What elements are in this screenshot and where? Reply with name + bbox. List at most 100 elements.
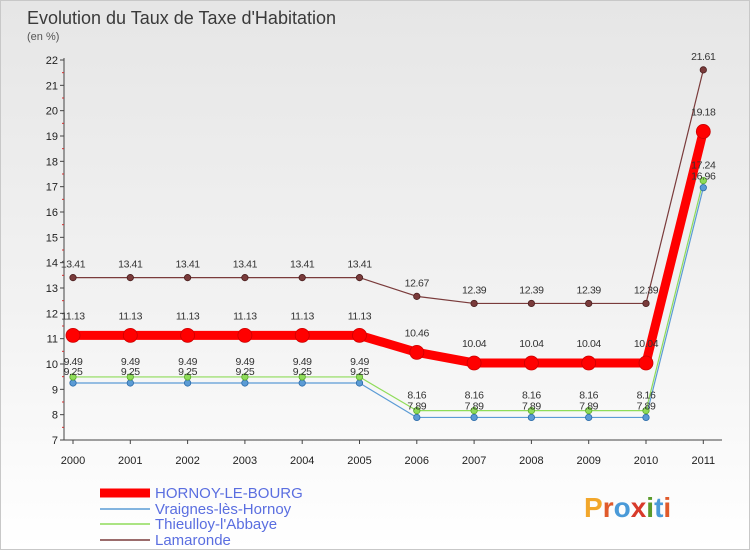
series-point-1	[413, 413, 421, 422]
series-point-2	[298, 373, 306, 381]
x-tick-label: 2009	[576, 455, 600, 467]
y-tick-label: 15	[46, 232, 58, 244]
data-label-0: 10.46	[405, 327, 430, 339]
data-label-1: 7.89	[637, 400, 656, 412]
logo-letter: o	[614, 492, 631, 523]
data-label-2: 8.16	[407, 390, 426, 402]
series-point-2	[527, 407, 536, 415]
series-point-3	[413, 292, 421, 300]
data-label-2: 8.16	[465, 390, 484, 402]
y-tick-label: 10	[46, 359, 58, 371]
series-point-1	[585, 413, 593, 422]
y-tick-label: 19	[46, 131, 58, 143]
series-point-2	[69, 373, 77, 381]
legend-label-0: HORNOY-LE-BOURG	[155, 485, 303, 502]
data-label-3: 12.39	[462, 284, 487, 296]
series-point-3	[642, 299, 650, 308]
series-point-2	[413, 407, 421, 415]
series-point-1	[699, 184, 707, 192]
data-label-2: 8.16	[522, 390, 541, 402]
chart-subtitle: (en %)	[27, 31, 59, 43]
series-point-1	[642, 413, 650, 422]
x-tick-label: 2010	[634, 455, 658, 467]
series-point-0	[180, 327, 196, 343]
series-point-0	[466, 355, 482, 371]
y-tick-label: 22	[46, 55, 58, 67]
data-label-3: 13.41	[290, 259, 315, 271]
data-label-3: 13.41	[118, 259, 143, 271]
data-label-0: 11.13	[61, 310, 85, 322]
data-label-0: 11.13	[348, 310, 372, 322]
data-label-2: 9.49	[350, 356, 369, 368]
series-point-2	[184, 373, 192, 381]
series-point-0	[294, 327, 310, 343]
series-point-1	[298, 379, 306, 387]
x-tick-label: 2006	[405, 455, 429, 467]
series-point-0	[695, 124, 711, 139]
y-tick-label: 9	[52, 384, 58, 396]
data-label-2: 9.49	[235, 356, 254, 368]
x-tick-label: 2000	[61, 455, 85, 467]
series-point-2	[585, 407, 593, 415]
data-label-0: 11.13	[290, 310, 314, 322]
data-label-2: 8.16	[637, 390, 656, 402]
legend-label-1: Vraignes-lès-Hornoy	[155, 501, 292, 518]
series-point-3	[241, 274, 249, 282]
series-point-2	[126, 373, 134, 381]
data-label-0: 11.13	[233, 310, 257, 322]
y-tick-label: 17	[46, 182, 58, 194]
data-label-3: 12.39	[577, 284, 602, 296]
data-label-3: 12.67	[405, 277, 430, 289]
data-label-2: 8.16	[579, 390, 598, 402]
series-line-0	[68, 126, 708, 368]
series-point-2	[241, 373, 249, 381]
y-tick-label: 8	[52, 410, 58, 422]
data-label-1: 7.89	[407, 400, 426, 412]
x-tick-label: 2005	[347, 455, 371, 467]
data-label-1: 16.96	[691, 171, 716, 183]
data-label-1: 9.25	[178, 366, 197, 378]
series-line-3	[72, 69, 704, 305]
series-point-3	[527, 299, 536, 308]
proxiti-logo: Proxiti	[584, 492, 671, 523]
y-tick-label: 11	[47, 334, 58, 346]
axes: 7 8 9 10 11 12 13 14 15 16 17 18 19 20 21 22 2000 2001 200…	[46, 55, 722, 467]
series-point-3	[585, 299, 593, 308]
data-label-0: 10.04	[577, 338, 602, 350]
series-point-1	[126, 379, 134, 387]
y-tick-label: 21	[46, 80, 58, 92]
data-label-3: 12.39	[519, 284, 544, 296]
data-label-3: 13.41	[175, 259, 200, 271]
data-label-1: 9.25	[350, 366, 369, 378]
data-label-3: 13.41	[61, 259, 86, 271]
data-label-3: 13.41	[347, 259, 372, 271]
series-point-1	[355, 379, 364, 387]
data-label-2: 9.49	[64, 356, 83, 368]
series-point-0	[352, 327, 367, 343]
logo-letter: i	[663, 492, 671, 523]
series-point-1	[184, 379, 192, 387]
data-label-3: 12.39	[634, 284, 659, 296]
data-label-2: 9.49	[121, 356, 140, 368]
data-label-0: 10.04	[519, 338, 544, 350]
series-point-0	[122, 327, 138, 343]
legend-label-3: Lamaronde	[155, 532, 231, 549]
series-point-3	[69, 274, 77, 282]
series-point-0	[65, 327, 81, 343]
x-tick-label: 2008	[519, 455, 543, 467]
x-tick-label: 2007	[462, 455, 486, 467]
x-tick-label: 2001	[118, 455, 142, 467]
x-tick-label: 2003	[233, 455, 257, 467]
series-line-2	[72, 179, 704, 412]
data-label-1: 7.89	[579, 400, 598, 412]
legend: HORNOY-LE-BOURGVraignes-lès-HornoyThieul…	[100, 485, 303, 549]
series-point-1	[470, 413, 478, 422]
data-label-1: 9.25	[235, 366, 254, 378]
logo-letter: r	[603, 492, 614, 523]
series-point-1	[69, 379, 77, 387]
y-tick-label: 7	[52, 435, 58, 447]
series-point-1	[241, 379, 249, 387]
series-point-3	[126, 274, 134, 282]
series-point-3	[298, 274, 306, 282]
